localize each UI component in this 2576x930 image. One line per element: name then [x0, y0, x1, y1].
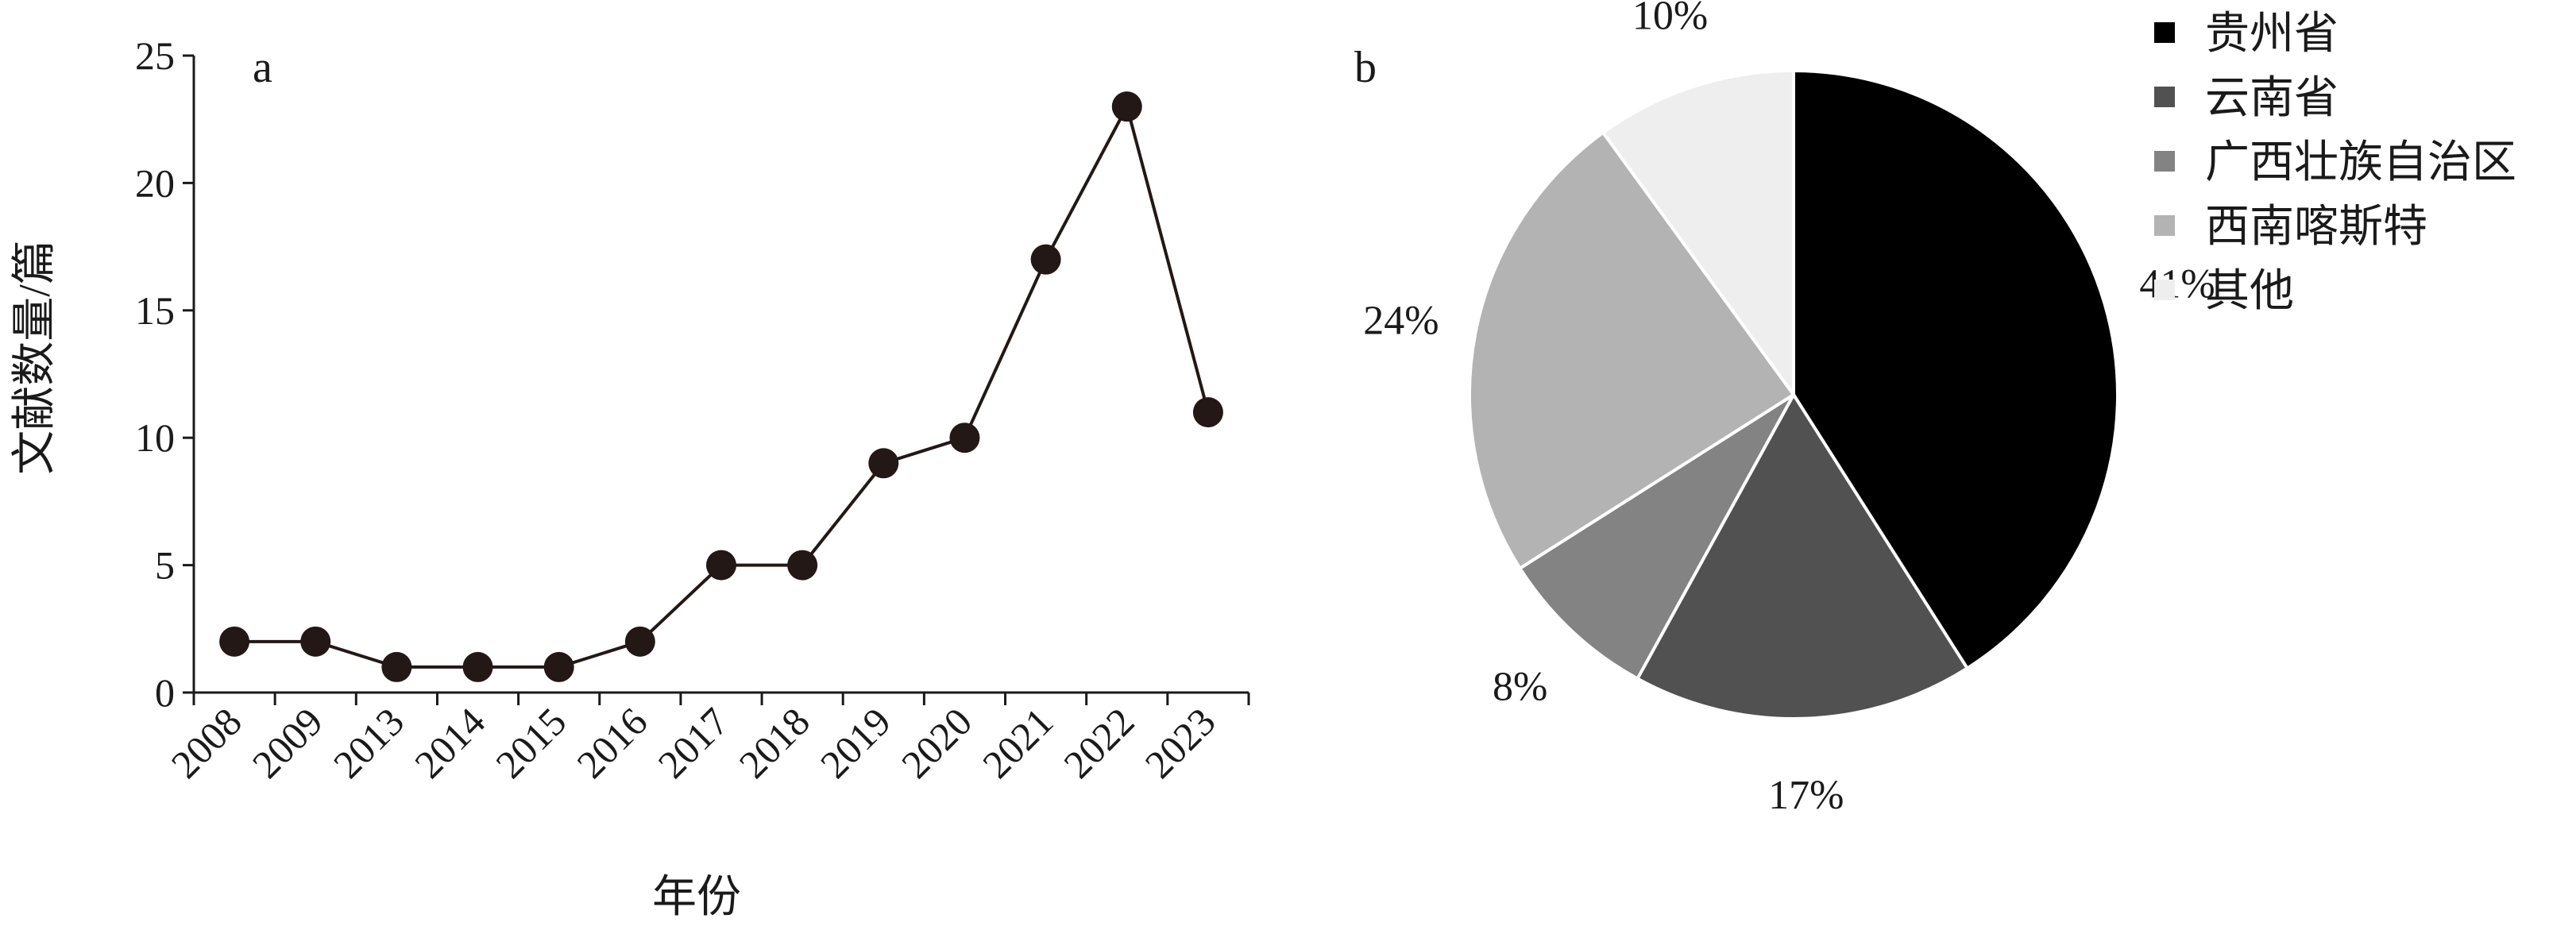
x-tick-label: 2016 — [568, 699, 655, 786]
x-tick-label: 2015 — [487, 699, 574, 786]
data-point — [949, 423, 980, 453]
pie-slice — [1517, 393, 1795, 681]
y-tick-label: 5 — [155, 543, 175, 588]
y-tick-label: 25 — [135, 33, 175, 78]
legend-item: 其他 — [2154, 267, 2294, 316]
pie-slice — [1601, 68, 1795, 400]
legend-item: 广西壮族自治区 — [2154, 138, 2516, 187]
legend-item: 贵州省 — [2154, 10, 2338, 59]
series-line — [234, 102, 1210, 669]
data-point — [543, 651, 574, 682]
pie-slice — [1635, 392, 1970, 720]
line-chart-axes — [192, 56, 1249, 694]
data-point — [300, 626, 331, 657]
y-axis-ticks: 0 5 10 15 20 25 — [135, 33, 194, 715]
legend-label: 贵州省 — [2205, 10, 2338, 59]
pie-slice — [1792, 68, 2119, 671]
legend-label: 其他 — [2205, 267, 2294, 316]
legend-item: 云南省 — [2154, 74, 2338, 123]
data-point — [462, 651, 493, 682]
x-axis-title: 年份 — [652, 873, 741, 922]
x-tick-label: 2022 — [1055, 699, 1142, 786]
y-tick-label: 20 — [135, 160, 175, 205]
x-tick-label: 2014 — [406, 699, 493, 786]
data-point — [1192, 397, 1223, 428]
data-point — [219, 626, 250, 657]
x-tick-label: 2017 — [649, 699, 736, 786]
x-tick-label: 2023 — [1136, 699, 1223, 786]
legend-label: 西南喀斯特 — [2205, 203, 2427, 252]
y-axis-title: 文献数量/篇 — [10, 240, 60, 475]
data-point — [381, 651, 412, 682]
pie-percent-label: 41% — [2139, 262, 2215, 307]
legend-swatch — [2154, 87, 2175, 107]
legend-swatch — [2154, 280, 2175, 300]
x-tick-label: 2008 — [163, 699, 250, 786]
data-point — [1030, 244, 1061, 275]
y-tick-label: 15 — [135, 288, 175, 333]
pie-slices — [1468, 68, 2119, 720]
pie-percent-label: 8% — [1493, 665, 1547, 710]
x-tick-label: 2020 — [893, 699, 980, 786]
pie-percent-label: 24% — [1363, 299, 1439, 344]
y-tick-label: 10 — [135, 415, 175, 460]
legend-swatch — [2154, 215, 2175, 236]
y-tick-label: 0 — [155, 670, 175, 715]
x-tick-label: 2018 — [731, 699, 818, 786]
data-point — [787, 550, 818, 581]
pie-slice — [1468, 130, 1796, 571]
data-point — [1111, 91, 1142, 122]
legend-item: 西南喀斯特 — [2154, 203, 2427, 252]
legend-label: 云南省 — [2205, 74, 2338, 123]
data-point — [624, 626, 655, 657]
line-series — [219, 91, 1223, 682]
data-point — [706, 550, 736, 581]
x-tick-label: 2021 — [974, 699, 1061, 786]
legend-label: 广西壮族自治区 — [2205, 138, 2516, 187]
pie-percent-labels: 41% 17% 8% 24% 10% — [1363, 0, 2215, 818]
pie-percent-label: 17% — [1768, 773, 1844, 818]
x-tick-label: 2009 — [244, 699, 331, 786]
data-point — [868, 448, 899, 479]
x-tick-label: 2019 — [812, 699, 899, 786]
x-tick-label: 2013 — [325, 699, 412, 786]
pie-percent-label: 10% — [1632, 0, 1708, 39]
panel-label-a: a — [253, 43, 272, 92]
legend-swatch — [2154, 151, 2175, 172]
panel-label-b: b — [1354, 43, 1377, 92]
legend-swatch — [2154, 22, 2175, 43]
x-axis-ticks: 2008200920132014201520162017201820192020… — [163, 693, 1250, 786]
